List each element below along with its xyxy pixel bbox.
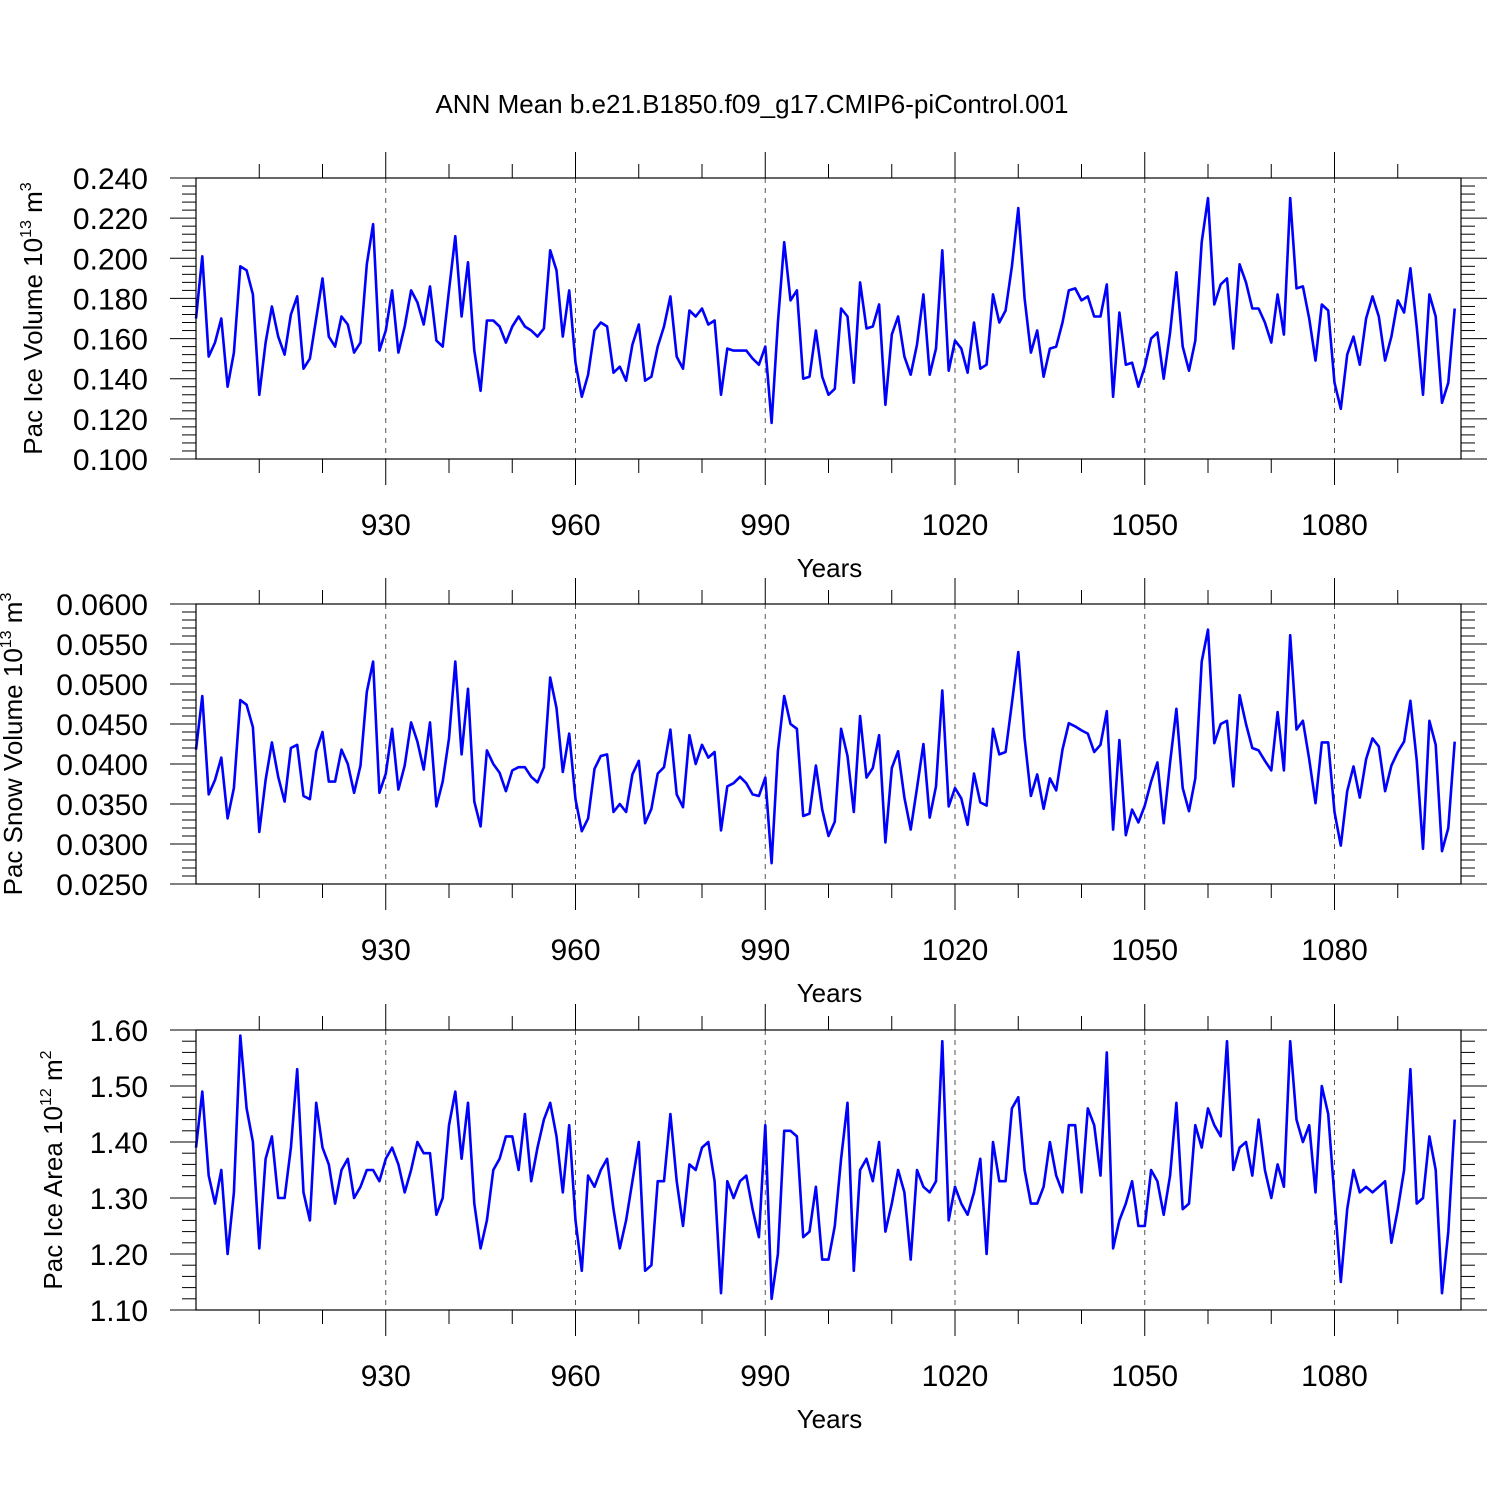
x-tick-label: 1050 xyxy=(1111,1360,1178,1393)
series-line xyxy=(194,628,1456,865)
y-axis-label: Pac Ice Volume 1013 m3 xyxy=(18,182,48,455)
y-tick-label: 0.0550 xyxy=(56,629,148,662)
x-tick-label: 960 xyxy=(550,509,600,542)
y-axis-label: Pac Ice Area 1012 m2 xyxy=(38,1050,68,1289)
y-tick-label: 0.240 xyxy=(73,163,148,196)
y-tick-label: 1.20 xyxy=(90,1239,148,1272)
y-tick-label: 0.0350 xyxy=(56,789,148,822)
y-tick-label: 0.0600 xyxy=(56,589,148,622)
y-tick-label: 1.50 xyxy=(90,1071,148,1104)
x-tick-label: 960 xyxy=(550,934,600,967)
x-tick-label: 1080 xyxy=(1301,509,1368,542)
y-tick-label: 0.160 xyxy=(73,324,148,357)
x-tick-label: 960 xyxy=(550,1360,600,1393)
x-tick-label: 1080 xyxy=(1301,934,1368,967)
y-tick-label: 0.220 xyxy=(73,203,148,236)
y-axis-label-unit: m xyxy=(18,191,48,220)
y-axis-label-unit: m xyxy=(0,602,28,631)
y-tick-label: 0.0250 xyxy=(56,869,148,902)
x-tick-label: 1080 xyxy=(1301,1360,1368,1393)
y-axis-label: Pac Snow Volume 1013 m3 xyxy=(0,593,28,896)
y-axis-label-text: Pac Snow Volume 10 xyxy=(0,648,28,895)
x-tick-label: 1050 xyxy=(1111,934,1178,967)
y-tick-label: 0.0450 xyxy=(56,709,148,742)
y-axis-label-exponent: 13 xyxy=(18,220,35,238)
series-line xyxy=(194,196,1456,425)
x-tick-label: 930 xyxy=(361,509,411,542)
x-tick-label: 1050 xyxy=(1111,509,1178,542)
y-tick-label: 0.0400 xyxy=(56,749,148,782)
y-tick-label: 0.180 xyxy=(73,283,148,316)
panels: 930 960 990 1020 1050 1080 Years 0.100 0.120 0.14… xyxy=(0,152,1487,1434)
x-tick-label: 930 xyxy=(361,1360,411,1393)
panel-2: 930 960 990 1020 1050 1080 Years 0.0250 0.0300 0.… xyxy=(0,578,1487,1008)
x-tick-label: 1020 xyxy=(922,934,989,967)
x-axis-label: Years xyxy=(797,553,863,583)
x-axis-label: Years xyxy=(797,978,863,1008)
x-tick-label: 1020 xyxy=(922,1360,989,1393)
x-tick-label: 1020 xyxy=(922,509,989,542)
y-axis-label-text: Pac Ice Volume 10 xyxy=(18,238,48,455)
x-axis-label: Years xyxy=(797,1404,863,1434)
y-tick-label: 0.140 xyxy=(73,364,148,397)
series-line xyxy=(194,1034,1456,1301)
y-tick-label: 1.10 xyxy=(90,1295,148,1328)
y-tick-label: 0.100 xyxy=(73,444,148,477)
x-tick-label: 930 xyxy=(361,934,411,967)
y-tick-label: 0.200 xyxy=(73,243,148,276)
panel-3: 930 960 990 1020 1050 1080 Years 1.10 1.20 1.30 1.… xyxy=(38,1004,1487,1434)
y-tick-label: 0.0500 xyxy=(56,669,148,702)
x-tick-label: 990 xyxy=(740,509,790,542)
x-tick-label: 990 xyxy=(740,1360,790,1393)
y-tick-label: 1.60 xyxy=(90,1015,148,1048)
y-axis-label-unit-exponent: 3 xyxy=(18,182,35,191)
y-tick-label: 0.120 xyxy=(73,404,148,437)
x-tick-label: 990 xyxy=(740,934,790,967)
figure-title: ANN Mean b.e21.B1850.f09_g17.CMIP6-piCon… xyxy=(435,89,1068,119)
panel-1: 930 960 990 1020 1050 1080 Years 0.100 0.120 0.14… xyxy=(18,152,1487,583)
y-axis-label-text: Pac Ice Area 10 xyxy=(38,1106,68,1290)
y-axis-label-unit-exponent: 3 xyxy=(0,593,15,602)
y-axis-label-unit-exponent: 2 xyxy=(38,1050,55,1059)
y-tick-label: 1.30 xyxy=(90,1183,148,1216)
y-axis-label-exponent: 12 xyxy=(38,1088,55,1106)
y-tick-label: 0.0300 xyxy=(56,829,148,862)
y-axis-label-unit: m xyxy=(38,1059,68,1088)
y-axis-label-exponent: 13 xyxy=(0,630,15,648)
y-tick-label: 1.40 xyxy=(90,1127,148,1160)
